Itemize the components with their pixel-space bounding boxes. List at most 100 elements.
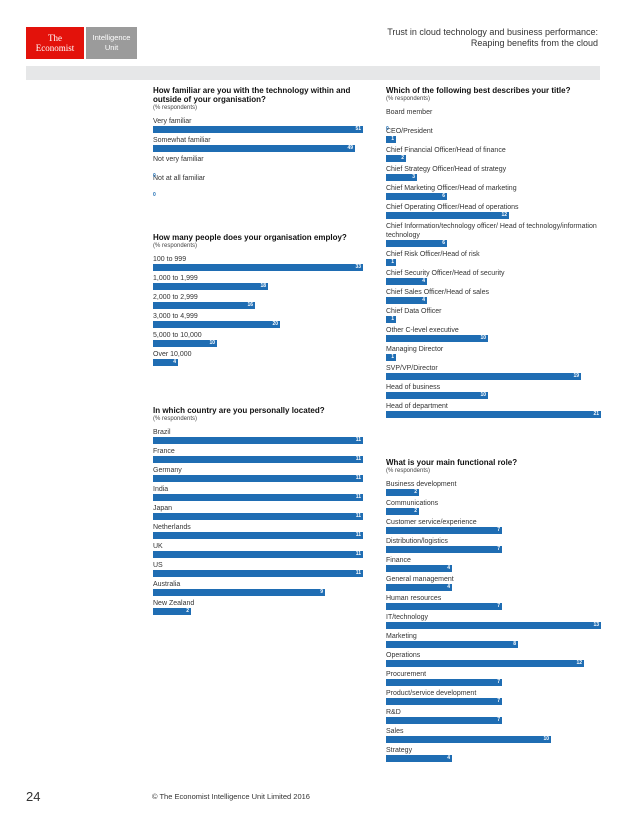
- chart-employees: How many people does your organisation e…: [153, 233, 363, 369]
- page-number: 24: [26, 789, 41, 804]
- bar-track: 7: [386, 698, 601, 705]
- bar: 2: [386, 489, 419, 496]
- bar: 11: [153, 532, 363, 539]
- bar: 10: [386, 392, 488, 399]
- bar-track: 49: [153, 145, 363, 152]
- bar-value: 12: [576, 660, 582, 666]
- bar-track: 1: [386, 316, 601, 323]
- bar-item: Marketing 8: [386, 632, 601, 648]
- bar-label: Chief Strategy Officer/Head of strategy: [386, 166, 507, 173]
- bar-item: Chief Operating Officer/Head of operatio…: [386, 203, 601, 219]
- bar-label: Somewhat familiar: [153, 137, 211, 144]
- bar-track: 7: [386, 679, 601, 686]
- bar-label: Marketing: [386, 633, 417, 640]
- intelligence-unit-box: Intelligence Unit: [86, 27, 137, 59]
- bar-track: 1: [386, 136, 601, 143]
- bar-track: 2: [153, 608, 363, 615]
- bar: 2: [386, 155, 406, 162]
- bar-item: Japan 11: [153, 504, 363, 520]
- question-title: How many people does your organisation e…: [153, 233, 347, 242]
- bar-track: 11: [153, 475, 363, 482]
- bar-value: 11: [355, 532, 361, 538]
- bar-track: 2: [386, 508, 601, 515]
- chart-country: In which country are you personally loca…: [153, 406, 363, 618]
- bar: 18: [153, 283, 268, 290]
- bar-label: Sales: [386, 728, 404, 735]
- bar-label: Operations: [386, 652, 421, 659]
- bar: 1: [386, 316, 396, 323]
- question-subtitle: (% respondents): [153, 243, 198, 249]
- bar-label: Japan: [153, 505, 173, 512]
- bar-track: 8: [386, 641, 601, 648]
- bar-value: 4: [422, 278, 425, 284]
- bar-value: 7: [497, 698, 500, 704]
- bar: 8: [386, 641, 518, 648]
- bar-track: 11: [153, 437, 363, 444]
- bar-label: Customer service/experience: [386, 519, 477, 526]
- bar-value: 13: [593, 622, 599, 628]
- bar-track: 10: [153, 340, 363, 347]
- bar-value: 4: [447, 584, 450, 590]
- bar-item: Communications 2: [386, 499, 601, 515]
- bar-item: Chief Information/technology officer/ He…: [386, 222, 601, 247]
- bar: 11: [153, 513, 363, 520]
- question-subtitle: (% respondents): [153, 416, 198, 422]
- bar-label: Procurement: [386, 671, 427, 678]
- bar-item: Chief Data Officer 1: [386, 307, 601, 323]
- bar-track: 7: [386, 546, 601, 553]
- bar-item: Sales 10: [386, 727, 601, 743]
- bar-value: 11: [355, 513, 361, 519]
- question-title: How familiar are you with the technology…: [153, 86, 351, 104]
- bar-value: 4: [447, 755, 450, 761]
- bar-label: France: [153, 448, 175, 455]
- bar-item: Chief Sales Officer/Head of sales 4: [386, 288, 601, 304]
- bar-value: 11: [355, 475, 361, 481]
- bar: 6: [386, 193, 447, 200]
- bar-track: 20: [153, 321, 363, 328]
- bar: 4: [153, 359, 178, 366]
- bar-value: 11: [355, 494, 361, 500]
- bar-label: Chief Marketing Officer/Head of marketin…: [386, 185, 517, 192]
- bar-item: Operations 12: [386, 651, 601, 667]
- question-subtitle: (% respondents): [153, 105, 198, 111]
- bar-value: 1: [391, 316, 394, 322]
- bar: 11: [153, 551, 363, 558]
- bar-track: 1: [386, 259, 601, 266]
- bar-track: 2: [386, 489, 601, 496]
- question-title: Which of the following best describes yo…: [386, 86, 571, 95]
- bar-label: Over 10,000: [153, 351, 192, 358]
- bar-item: General management 4: [386, 575, 601, 591]
- bar-label: 2,000 to 2,999: [153, 294, 198, 301]
- bar-value: 12: [501, 212, 507, 218]
- bar-track: 19: [386, 373, 601, 380]
- bar-value: 4: [422, 297, 425, 303]
- bar-value: 51: [355, 126, 361, 132]
- bar-item: Customer service/experience 7: [386, 518, 601, 534]
- bar-track: 11: [153, 551, 363, 558]
- bar-track: 4: [153, 359, 363, 366]
- bar-item: 3,000 to 4,999 20: [153, 312, 363, 328]
- bar-value: 2: [401, 155, 404, 161]
- bar: 7: [386, 527, 502, 534]
- bar-track: 4: [386, 755, 601, 762]
- bar-track: 11: [153, 532, 363, 539]
- bar-label: Other C-level executive: [386, 327, 459, 334]
- bar-track: 2: [386, 155, 601, 162]
- bar: 7: [386, 546, 502, 553]
- bar-track: 13: [386, 622, 601, 629]
- bar-item: 2,000 to 2,999 16: [153, 293, 363, 309]
- bar: 7: [386, 679, 502, 686]
- copyright: © The Economist Intelligence Unit Limite…: [152, 792, 310, 801]
- bar-value: 7: [497, 546, 500, 552]
- bar: 49: [153, 145, 355, 152]
- bar-item: Chief Risk Officer/Head of risk 1: [386, 250, 601, 266]
- bar-label: Managing Director: [386, 346, 444, 353]
- bar-label: New Zealand: [153, 600, 195, 607]
- bar-track: 4: [386, 297, 601, 304]
- bar-item: 1,000 to 1,999 18: [153, 274, 363, 290]
- bar-track: 0: [153, 164, 363, 179]
- bar-item: Over 10,000 4: [153, 350, 363, 366]
- report-title: Trust in cloud technology and business p…: [387, 27, 598, 49]
- bar-value: 11: [355, 456, 361, 462]
- bar-track: 3: [386, 174, 601, 181]
